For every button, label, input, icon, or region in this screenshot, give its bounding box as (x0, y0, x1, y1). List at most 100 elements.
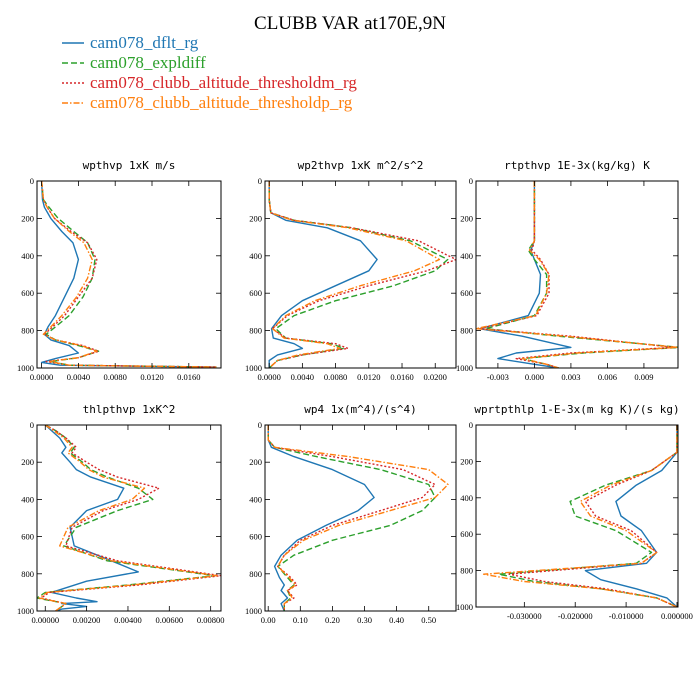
panel-2: rtpthvp 1E-3x(kg/kg) K 0 200 400 600 800 1000 -… (456, 159, 679, 382)
x-tick-label-5-1: -0.020000 (558, 611, 593, 621)
panel-title-1: wp2thvp 1xK m^2/s^2 (298, 159, 424, 172)
y-tick-label-3-2: 400 (21, 494, 34, 504)
y-tick-label-5-4: 800 (460, 566, 473, 576)
series-line-5-2 (508, 425, 678, 607)
series-line-4-2 (267, 425, 436, 611)
y-tick-label-4-5: 1000 (245, 606, 262, 616)
x-tick-label-1-3: 0.0120 (357, 372, 380, 382)
x-tick-label-1-1: 0.0040 (291, 372, 314, 382)
series-line-2-1 (485, 181, 678, 368)
series-line-1-3 (268, 181, 441, 368)
panel-5: wprtpthlp 1-E-3x(m kg K)/(s kg)0 200 400 60… (456, 403, 693, 621)
x-tick-label-3-4: 0.00800 (197, 615, 225, 625)
series-line-5-3 (482, 425, 678, 607)
series-line-1-1 (268, 181, 449, 368)
y-tick-label-0-5: 1000 (17, 363, 34, 373)
plot-frame-1 (264, 180, 457, 369)
y-tick-label-5-2: 400 (460, 493, 473, 503)
x-tick-label-0-4: 0.0160 (177, 372, 200, 382)
plot-frame-2 (475, 180, 679, 369)
series-line-3-0 (44, 425, 140, 611)
y-tick-label-2-0: 0 (469, 176, 473, 186)
plot-frame-5 (475, 424, 679, 608)
x-tick-label-1-5: 0.0200 (424, 372, 447, 382)
y-tick-label-1-1: 200 (249, 213, 262, 223)
series-line-1-2 (268, 181, 456, 368)
series-line-5-1 (498, 425, 678, 607)
x-tick-label-4-5: 0.50 (421, 615, 436, 625)
x-tick-label-1-0: 0.0000 (257, 372, 280, 382)
x-tick-label-0-0: 0.0000 (30, 372, 53, 382)
y-tick-label-3-3: 600 (21, 532, 34, 542)
series-line-4-1 (267, 425, 436, 611)
y-tick-label-4-2: 400 (249, 494, 262, 504)
figure-title: CLUBB VAR at170E,9N (254, 13, 446, 34)
series-line-0-2 (40, 181, 217, 368)
x-tick-label-5-3: 0.000000 (661, 611, 693, 621)
x-tick-label-4-4: 0.40 (389, 615, 404, 625)
y-tick-label-2-4: 800 (460, 326, 473, 336)
series-line-2-0 (479, 181, 572, 368)
plot-frame-4 (264, 424, 457, 612)
series-line-4-0 (267, 425, 375, 611)
x-tick-label-5-2: -0.010000 (609, 611, 644, 621)
panel-title-4: wp4 1x(m^4)/(s^4) (304, 403, 417, 416)
y-tick-label-3-1: 200 (21, 457, 34, 467)
y-tick-label-3-5: 1000 (17, 606, 34, 616)
series-line-0-1 (40, 181, 217, 368)
x-tick-label-3-3: 0.00600 (156, 615, 184, 625)
y-tick-label-3-4: 800 (21, 569, 34, 579)
y-tick-label-0-4: 800 (21, 326, 34, 336)
panel-title-3: thlpthvp 1xK^2 (83, 403, 176, 416)
plot-frame-0 (36, 180, 222, 369)
y-tick-label-0-3: 600 (21, 288, 34, 298)
legend: cam078_dflt_rgcam078_expldiffcam078_club… (62, 33, 357, 112)
panel-title-5: wprtpthlp 1-E-3x(m kg K)/(s kg) (474, 403, 679, 416)
y-tick-label-4-0: 0 (258, 420, 262, 430)
y-tick-label-1-5: 1000 (245, 363, 262, 373)
y-tick-label-5-0: 0 (469, 420, 473, 430)
series-line-2-2 (479, 181, 675, 368)
x-tick-label-2-3: 0.006 (598, 372, 617, 382)
x-tick-label-1-4: 0.0160 (390, 372, 413, 382)
y-tick-label-1-0: 0 (258, 176, 262, 186)
x-tick-label-3-0: 0.00000 (31, 615, 59, 625)
y-tick-label-4-1: 200 (249, 457, 262, 467)
y-tick-label-1-4: 800 (249, 326, 262, 336)
y-tick-label-3-0: 0 (30, 420, 34, 430)
x-tick-label-0-3: 0.0120 (140, 372, 163, 382)
series-line-2-3 (476, 181, 678, 368)
legend-label-1: cam078_expldiff (90, 53, 206, 72)
panel-title-2: rtpthvp 1E-3x(kg/kg) K (504, 159, 650, 172)
y-tick-label-1-3: 600 (249, 288, 262, 298)
series-line-3-3 (38, 425, 218, 611)
x-tick-label-5-0: -0.030000 (507, 611, 542, 621)
series-line-4-3 (267, 425, 449, 611)
panel-4: wp4 1x(m^4)/(s^4) 0 200 400 600 800 10000.00 0.… (245, 403, 457, 625)
x-tick-label-2-0: -0.003 (487, 372, 509, 382)
x-tick-label-1-2: 0.0080 (324, 372, 347, 382)
y-tick-label-2-1: 200 (460, 213, 473, 223)
x-tick-label-0-2: 0.0080 (104, 372, 127, 382)
y-tick-label-5-5: 1000 (456, 602, 473, 612)
x-tick-label-4-0: 0.00 (261, 615, 276, 625)
series-line-3-1 (37, 425, 216, 611)
y-tick-label-5-1: 200 (460, 456, 473, 466)
series-line-0-0 (40, 181, 217, 368)
x-tick-label-0-1: 0.0040 (67, 372, 90, 382)
series-line-0-3 (40, 181, 217, 368)
x-tick-label-2-2: 0.003 (561, 372, 580, 382)
panel-1: wp2thvp 1xK m^2/s^2020040060080010000.00… (245, 159, 457, 382)
x-tick-label-3-2: 0.00400 (114, 615, 142, 625)
x-tick-label-2-1: 0.000 (525, 372, 544, 382)
y-tick-label-0-0: 0 (30, 176, 34, 186)
y-tick-label-1-2: 400 (249, 251, 262, 261)
panel-3: thlpthvp 1xK^2 0 200 400 600 800 10000.00000 0.… (17, 403, 224, 625)
y-tick-label-4-4: 800 (249, 569, 262, 579)
series-line-1-0 (268, 181, 378, 368)
y-tick-label-5-3: 600 (460, 529, 473, 539)
legend-label-0: cam078_dflt_rg (90, 33, 199, 52)
y-tick-label-0-2: 400 (21, 251, 34, 261)
